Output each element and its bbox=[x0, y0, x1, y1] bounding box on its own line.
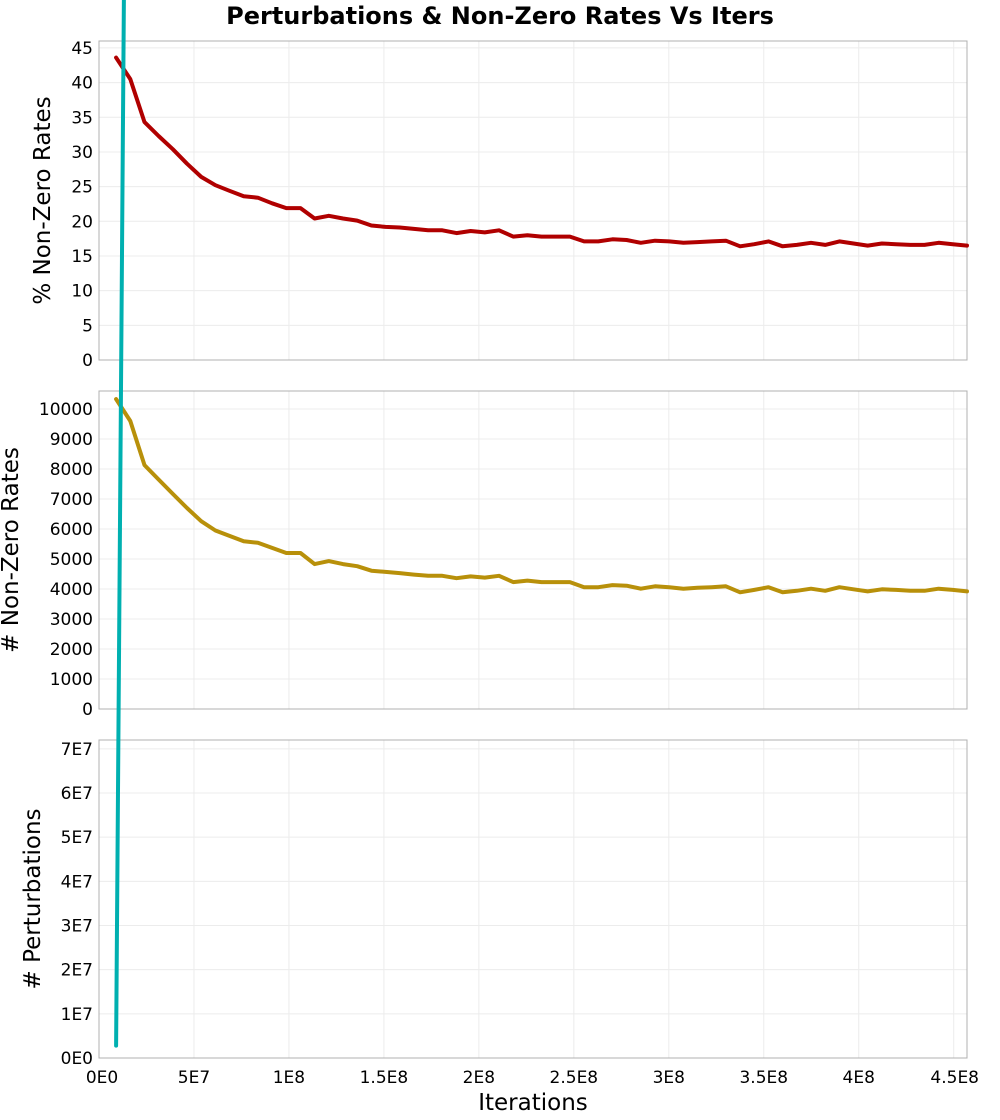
y-tick-label: 35 bbox=[71, 108, 93, 128]
y-tick-label: 5 bbox=[82, 316, 93, 336]
y-tick-label: 40 bbox=[71, 74, 93, 94]
y-tick-label: 1E7 bbox=[61, 1005, 93, 1025]
x-tick-label: 3E8 bbox=[653, 1068, 685, 1088]
y-tick-label: 0 bbox=[82, 351, 93, 371]
x-tick-label: 3.5E8 bbox=[739, 1068, 788, 1088]
x-tick-label: 2.5E8 bbox=[550, 1068, 599, 1088]
x-axis-label: Iterations bbox=[478, 1090, 588, 1116]
y-tick-label: 10 bbox=[71, 282, 93, 302]
series-line-2 bbox=[114, 0, 126, 1048]
y-tick-label: 5E7 bbox=[61, 828, 93, 848]
y-tick-label: 0E0 bbox=[61, 1049, 93, 1069]
panel-perturbations: 0E0 1E7 2E7 3E7 4E7 5E7 6E7 7E7 # Perturbations bbox=[20, 0, 968, 1069]
y-tick-label: 10000 bbox=[39, 400, 93, 420]
x-tick-label: 1E8 bbox=[273, 1068, 305, 1088]
x-tick-label: 2E8 bbox=[463, 1068, 495, 1088]
y-tick-label: 4E7 bbox=[61, 872, 93, 892]
plot-frame bbox=[98, 739, 968, 1059]
y-tick-label: 2E7 bbox=[61, 961, 93, 981]
y-tick-label: 9000 bbox=[50, 430, 93, 450]
plot-frame bbox=[98, 390, 968, 710]
y-tick-label: 0 bbox=[82, 700, 93, 720]
y-tick-label: 4000 bbox=[50, 580, 93, 600]
y-tick-label: 6E7 bbox=[61, 784, 93, 804]
x-tick-label: 1.5E8 bbox=[360, 1068, 409, 1088]
y-tick-label: 8000 bbox=[50, 460, 93, 480]
series-line-1 bbox=[114, 397, 969, 595]
panel-nonzero-percent: 0 5 10 15 20 25 30 35 40 45 % Non-Zero Rates bbox=[30, 39, 969, 371]
series-line-0 bbox=[114, 55, 969, 249]
y-tick-label: 6000 bbox=[50, 520, 93, 540]
x-tick-label: 4.5E8 bbox=[930, 1068, 979, 1088]
y-tick-label: 3000 bbox=[50, 610, 93, 630]
x-axis-ticks: 0E0 5E7 1E8 1.5E8 2E8 2.5E8 3E8 3.5E8 4E8 4.5E8 bbox=[86, 1068, 979, 1088]
x-tick-label: 4E8 bbox=[843, 1068, 875, 1088]
y-tick-label: 20 bbox=[71, 212, 93, 232]
y-tick-label: 7000 bbox=[50, 490, 93, 510]
y-tick-label: 25 bbox=[71, 178, 93, 198]
y-axis-label: % Non-Zero Rates bbox=[30, 96, 56, 304]
plot-frame bbox=[98, 40, 968, 361]
y-axis-label: # Perturbations bbox=[20, 808, 46, 989]
y-tick-label: 15 bbox=[71, 247, 93, 267]
y-tick-label: 2000 bbox=[50, 640, 93, 660]
x-tick-label: 0E0 bbox=[86, 1068, 118, 1088]
chart-title: Perturbations & Non-Zero Rates Vs Iters bbox=[226, 2, 774, 30]
y-tick-label: 30 bbox=[71, 143, 93, 163]
y-tick-label: 1000 bbox=[50, 670, 93, 690]
y-tick-label: 45 bbox=[71, 39, 93, 59]
y-tick-label: 3E7 bbox=[61, 917, 93, 937]
panel-nonzero-count: 0 1000 2000 3000 4000 5000 6000 7000 8000 9000 100… bbox=[0, 390, 969, 720]
x-tick-label: 5E7 bbox=[178, 1068, 210, 1088]
y-tick-label: 5000 bbox=[50, 550, 93, 570]
y-axis-label: # Non-Zero Rates bbox=[0, 447, 24, 653]
y-tick-label: 7E7 bbox=[61, 740, 93, 760]
